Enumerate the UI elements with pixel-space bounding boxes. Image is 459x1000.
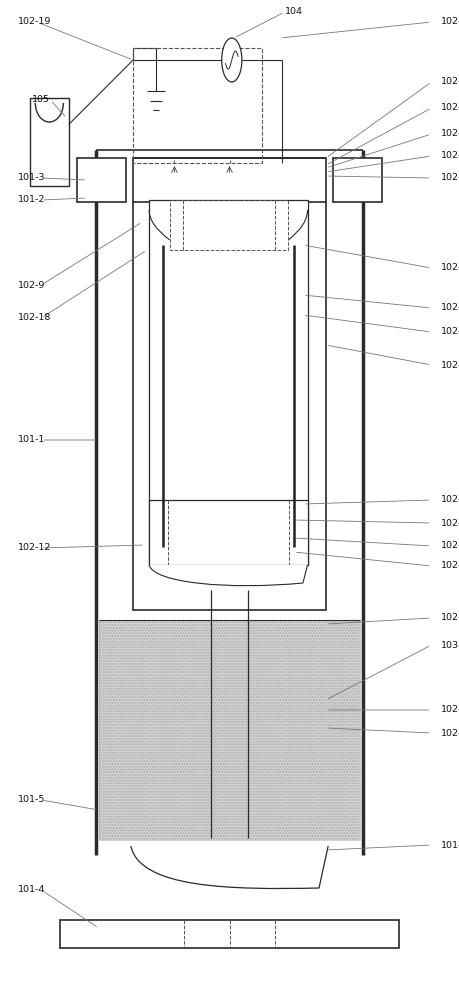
Bar: [133, 158, 326, 610]
Text: 102-2: 102-2: [441, 304, 459, 312]
Bar: [60, 920, 399, 948]
Text: 102-15: 102-15: [441, 613, 459, 622]
Text: 104: 104: [285, 7, 302, 16]
Bar: [149, 200, 308, 565]
Bar: [149, 500, 308, 565]
Text: 102-1-2: 102-1-2: [441, 151, 459, 160]
Text: 101-6: 101-6: [441, 840, 459, 850]
Text: 102-12: 102-12: [18, 544, 52, 552]
Text: 103: 103: [441, 641, 459, 650]
Text: 101-1: 101-1: [18, 436, 46, 444]
Bar: [99, 620, 360, 840]
Text: 101-5: 101-5: [18, 796, 46, 804]
Text: 102-3: 102-3: [441, 328, 459, 336]
Bar: [77, 158, 126, 202]
Bar: [333, 158, 382, 202]
Text: 101-4: 101-4: [18, 886, 46, 894]
Text: 102-10: 102-10: [441, 104, 459, 112]
PathPatch shape: [149, 565, 308, 586]
Text: 102-5: 102-5: [441, 495, 459, 504]
Circle shape: [222, 38, 242, 82]
Text: 102-14: 102-14: [441, 728, 459, 738]
Text: 102-9: 102-9: [18, 280, 46, 290]
Text: 102-16: 102-16: [441, 706, 459, 714]
Text: 102-1-3: 102-1-3: [441, 129, 459, 138]
Bar: [133, 48, 262, 163]
Text: 105: 105: [32, 96, 50, 104]
PathPatch shape: [131, 846, 328, 889]
Text: 101-3: 101-3: [18, 174, 46, 182]
Text: 102-19: 102-19: [18, 17, 52, 26]
Text: 102-7: 102-7: [441, 518, 459, 528]
Bar: [170, 200, 288, 250]
Text: 102-11: 102-11: [441, 562, 459, 570]
Text: 101-2: 101-2: [18, 196, 46, 205]
Text: 102-13: 102-13: [441, 542, 459, 550]
Text: 102-18: 102-18: [18, 314, 52, 322]
Text: 102-4: 102-4: [441, 174, 459, 182]
Bar: [99, 620, 360, 840]
Text: 102-1-1: 102-1-1: [441, 360, 459, 369]
Text: 102-8: 102-8: [441, 78, 459, 87]
Text: 102-17: 102-17: [441, 17, 459, 26]
Bar: [30, 98, 69, 186]
Text: 102-6: 102-6: [441, 263, 459, 272]
